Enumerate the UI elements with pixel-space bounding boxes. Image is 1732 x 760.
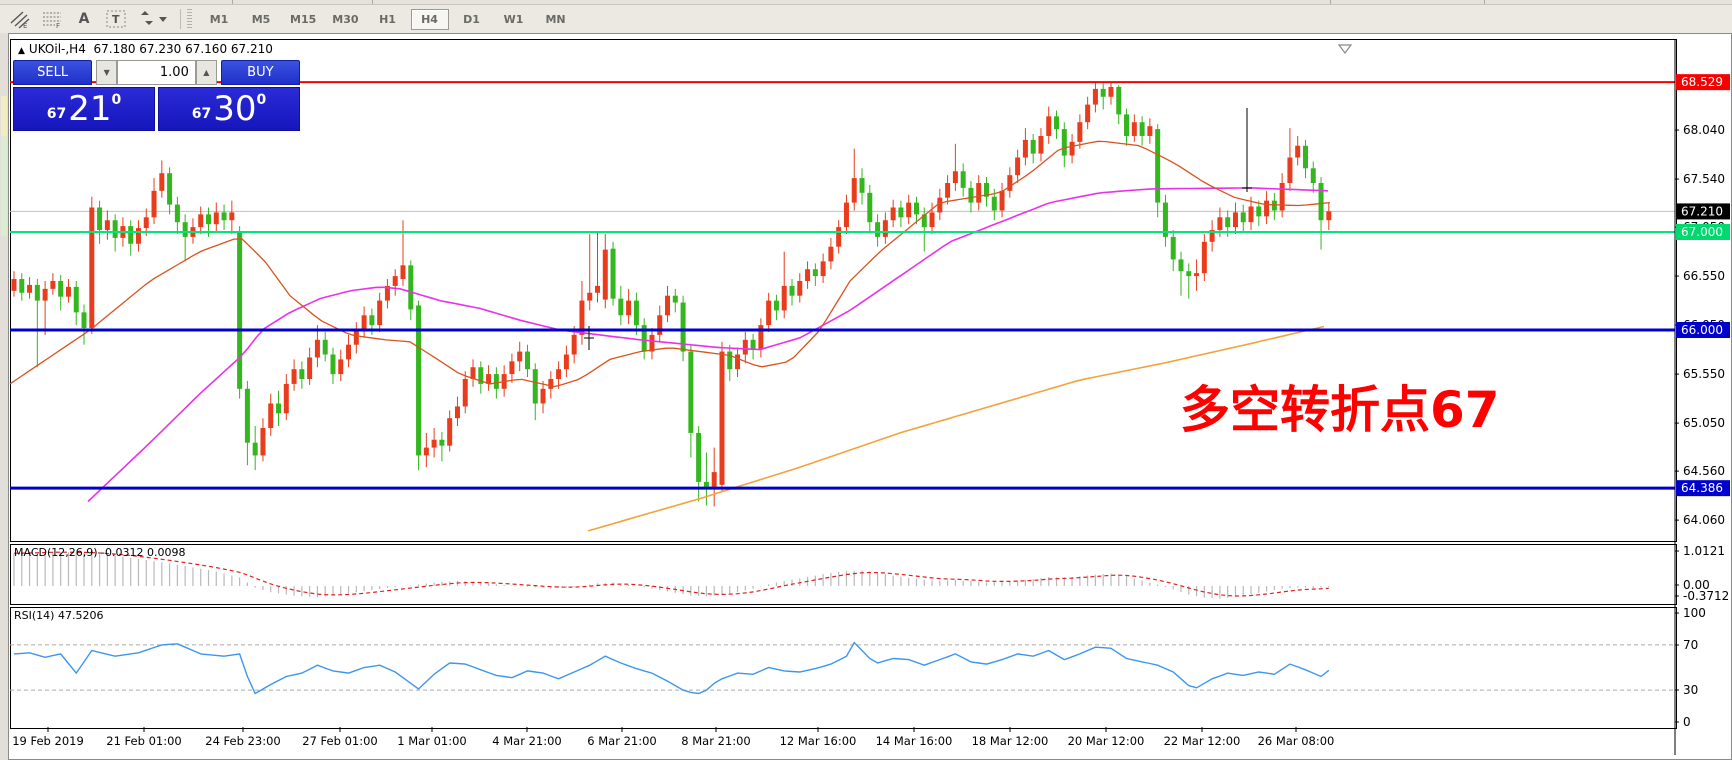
collapse-icon[interactable]: ▲ xyxy=(18,46,25,56)
symbol-label: UKOil-,H4 xyxy=(28,42,86,56)
fibonacci-icon[interactable]: F xyxy=(40,8,64,30)
macd-panel xyxy=(10,544,1677,605)
sell-price-display[interactable]: 67 21 0 xyxy=(13,87,155,131)
timeframe-m1-button[interactable]: M1 xyxy=(209,12,229,26)
svg-text:E: E xyxy=(23,22,27,29)
toolbar-separator xyxy=(372,0,373,4)
chart-annotation-text: 多空转折点67 xyxy=(1180,381,1500,439)
timeframe-w1-button[interactable]: W1 xyxy=(503,12,524,26)
toolbar-separator xyxy=(180,9,181,29)
volume-increase-button[interactable]: ▲ xyxy=(195,60,217,85)
upper-toolbar-edge xyxy=(0,0,1732,5)
timeframe-d1-button[interactable]: D1 xyxy=(463,12,480,26)
timeframe-button-group: M1 M5 M15 M30 H1 H4 D1 W1 MN xyxy=(198,8,577,30)
svg-text:T: T xyxy=(112,13,120,26)
macd-label: MACD(12,26,9) -0.0312 0.0098 xyxy=(14,546,186,559)
drawing-toolbar: E F A T M1 M5 M15 M30 H1 H4 D1 W1 MN xyxy=(0,5,1732,33)
ohlc-values: 67.180 67.230 67.160 67.210 xyxy=(93,42,273,56)
chart-title: ▲ UKOil-,H4 67.180 67.230 67.160 67.210 xyxy=(18,42,273,56)
timeframe-h4-button[interactable]: H4 xyxy=(410,8,449,30)
volume-input[interactable]: 1.00 xyxy=(117,60,196,85)
text-label-icon[interactable]: T xyxy=(104,8,128,30)
toolbar-separator xyxy=(232,0,233,4)
text-icon[interactable]: A xyxy=(78,11,90,27)
toolbar-drag-handle[interactable] xyxy=(187,9,192,29)
buy-button[interactable]: BUY xyxy=(220,60,301,85)
left-window-edge xyxy=(0,33,8,760)
buy-price-display[interactable]: 67 30 0 xyxy=(158,87,300,131)
toolbar-separator xyxy=(1484,0,1485,4)
timeframe-m30-button[interactable]: M30 xyxy=(332,12,359,26)
sell-button[interactable]: SELL xyxy=(13,60,93,85)
one-click-trade-panel: SELL ▼ 1.00 ▲ BUY 67 21 0 67 30 0 xyxy=(13,60,301,131)
arrows-tool-icon[interactable] xyxy=(136,8,170,30)
buy-price-whole: 67 xyxy=(191,106,212,122)
svg-text:F: F xyxy=(56,22,60,29)
sell-price-pips: 21 xyxy=(68,89,112,129)
sell-price-whole: 67 xyxy=(46,106,67,122)
market-watch-edge xyxy=(1,136,7,236)
timeframe-m15-button[interactable]: M15 xyxy=(290,12,317,26)
rsi-label: RSI(14) 47.5206 xyxy=(14,609,104,622)
timeframe-m5-button[interactable]: M5 xyxy=(251,12,271,26)
toolbar-separator xyxy=(1330,0,1331,4)
sell-price-fraction: 0 xyxy=(111,92,122,108)
rsi-panel xyxy=(10,607,1677,729)
timeframe-mn-button[interactable]: MN xyxy=(545,12,566,26)
equidistant-channel-icon[interactable]: E xyxy=(8,8,32,30)
buy-price-fraction: 0 xyxy=(256,92,267,108)
buy-price-pips: 30 xyxy=(213,89,257,129)
volume-decrease-button[interactable]: ▼ xyxy=(96,60,118,85)
timeframe-h1-button[interactable]: H1 xyxy=(379,12,396,26)
market-watch-edge xyxy=(1,96,7,136)
